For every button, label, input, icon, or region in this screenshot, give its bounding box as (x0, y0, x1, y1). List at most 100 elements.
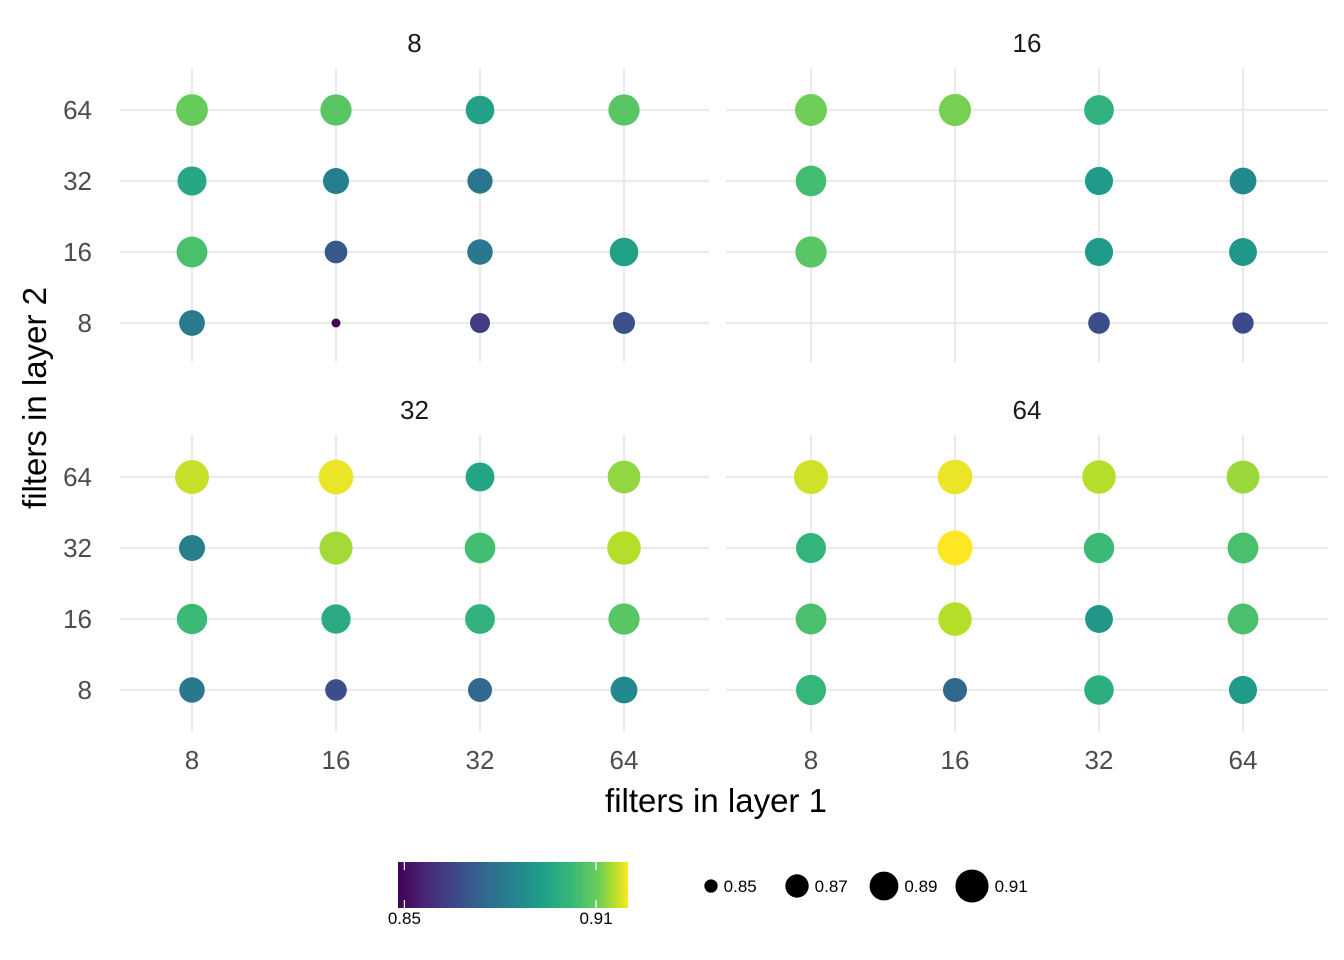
data-point (613, 312, 635, 334)
size-legend-key (955, 869, 989, 903)
axes-layer: 8 16 32 64 8 16 32 64 8 16 32 64 8 16 32 64 (63, 95, 1257, 775)
colorbar-label: 0.85 (388, 909, 421, 928)
data-point (1227, 532, 1259, 564)
data-point (607, 531, 641, 565)
data-point (1229, 167, 1257, 195)
x-tick-label: 8 (185, 745, 199, 775)
data-point (1083, 532, 1115, 564)
size-legend-label: 0.87 (815, 877, 848, 896)
data-point (937, 530, 973, 566)
data-point (1084, 237, 1114, 267)
legend: 0.85 0.91 0.85 0.87 0.89 0.91 (388, 862, 1028, 928)
data-point (175, 460, 209, 494)
data-point (1084, 166, 1114, 196)
data-point (465, 95, 495, 125)
data-point (177, 166, 207, 196)
data-point (179, 310, 205, 336)
data-point (465, 604, 495, 634)
data-point (1232, 312, 1254, 334)
data-point (178, 534, 206, 562)
strip-label: 64 (1013, 395, 1042, 425)
y-tick-label: 32 (63, 533, 92, 563)
y-tick-label: 32 (63, 166, 92, 196)
data-point (795, 674, 827, 706)
data-point (176, 603, 208, 635)
data-point (796, 533, 826, 563)
data-point (465, 462, 495, 492)
colorbar-label: 0.91 (580, 909, 613, 928)
data-point (1088, 312, 1110, 334)
strip-label: 16 (1013, 28, 1042, 58)
data-point (1229, 238, 1257, 266)
colorbar: 0.85 0.91 (388, 862, 628, 928)
data-point (467, 677, 493, 703)
data-point (325, 679, 347, 701)
data-point (319, 531, 353, 565)
data-point (320, 94, 352, 126)
data-point (795, 94, 827, 126)
data-point (795, 603, 827, 635)
panel-32: 32 (120, 395, 709, 732)
data-point (793, 459, 829, 495)
strip-label: 32 (400, 395, 429, 425)
y-tick-label: 8 (78, 308, 92, 338)
y-tick-label: 16 (63, 604, 92, 634)
data-point (942, 677, 968, 703)
y-tick-label: 64 (63, 462, 92, 492)
size-legend-label: 0.91 (995, 877, 1028, 896)
y-tick-label: 8 (78, 675, 92, 705)
size-legend-key (869, 871, 899, 901)
x-tick-label: 32 (466, 745, 495, 775)
colorbar-gradient (398, 862, 628, 908)
panels-layer: 8 16 32 64 (120, 28, 1328, 732)
strip-label: 8 (407, 28, 421, 58)
data-point (608, 94, 640, 126)
x-tick-label: 16 (322, 745, 351, 775)
data-point (1084, 95, 1114, 125)
data-point (608, 603, 640, 635)
data-point (1085, 605, 1113, 633)
x-tick-label: 32 (1085, 745, 1114, 775)
y-axis-title: filters in layer 2 (16, 287, 53, 509)
y-tick-label: 16 (63, 237, 92, 267)
data-point (937, 459, 973, 495)
data-point (1226, 460, 1260, 494)
data-point (469, 312, 491, 334)
data-point (795, 236, 827, 268)
data-point (1082, 460, 1116, 494)
data-point (322, 167, 350, 195)
data-point (610, 676, 638, 704)
data-point (176, 236, 208, 268)
size-legend-key (704, 879, 718, 893)
size-legend-key (785, 874, 809, 898)
x-tick-label: 16 (941, 745, 970, 775)
data-point (609, 237, 639, 267)
data-point (607, 460, 641, 494)
data-point (179, 677, 205, 703)
data-point (176, 94, 208, 126)
panel-64: 64 (726, 395, 1328, 732)
data-point (795, 165, 827, 197)
data-point (938, 602, 972, 636)
size-legend-label: 0.85 (724, 877, 757, 896)
data-point (1228, 675, 1258, 705)
size-legend: 0.85 0.87 0.89 0.91 (704, 869, 1028, 903)
data-point (467, 168, 493, 194)
x-tick-label: 64 (610, 745, 639, 775)
data-point (1227, 603, 1259, 635)
data-point (324, 240, 348, 264)
x-axis-title: filters in layer 1 (605, 782, 827, 819)
x-tick-label: 64 (1229, 745, 1258, 775)
data-point (318, 459, 354, 495)
data-point (464, 532, 496, 564)
data-point (1084, 675, 1114, 705)
data-point (331, 318, 341, 328)
data-point (321, 604, 351, 634)
data-point (467, 239, 493, 265)
data-point (938, 93, 972, 127)
y-tick-label: 64 (63, 95, 92, 125)
panel-8: 8 (120, 28, 709, 362)
size-legend-label: 0.89 (904, 877, 937, 896)
panel-16: 16 (726, 28, 1328, 362)
